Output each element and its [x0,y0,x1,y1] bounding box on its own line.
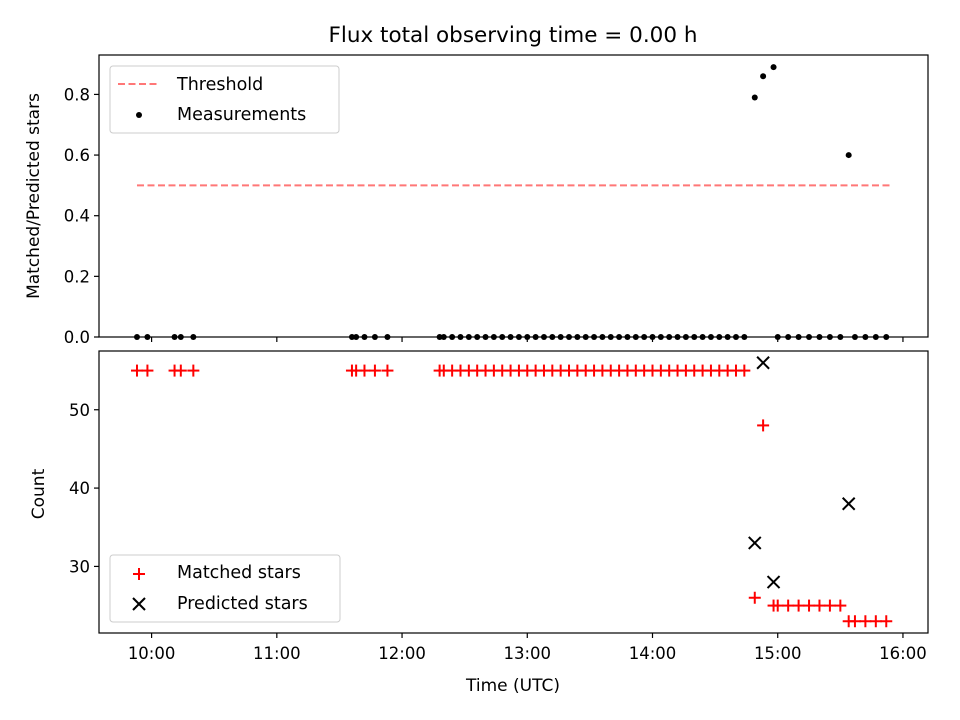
y-tick-label: 40 [69,479,90,498]
x-tick-label: 15:00 [754,644,802,663]
y-tick-label: 0.4 [64,207,90,226]
count-panel: 30 40 50 10:00 11:00 12:00 13:00 14:00 15:00 16:… [29,350,929,696]
matched-star-point [187,364,200,377]
matched-star-point [869,615,882,628]
measurement-point [770,64,777,71]
count-y-axis-label: Count [29,468,49,519]
measurements-legend-label: Measurements [177,105,306,125]
matched-star-point [738,364,751,377]
ratio-y-ticks: 0.0 0.2 0.4 0.6 0.8 [64,85,99,347]
predicted-star-point [756,356,770,370]
matched-star-point [381,364,394,377]
matched-star-point [823,599,836,612]
x-tick-label: 16:00 [879,644,927,663]
ratio-legend: Threshold Measurements [109,65,340,134]
matched-star-point [358,364,371,377]
matched-star-point [782,599,795,612]
y-tick-label: 0.8 [64,85,90,104]
y-tick-label: 0.2 [64,267,90,286]
x-axis-label: Time (UTC) [465,676,560,696]
x-tick-label: 10:00 [128,644,176,663]
x-tick-label: 14:00 [629,644,677,663]
matched-star-point [880,615,893,628]
ratio-panel: 0.00.20.40.60.8 Matched/Predicted stars … [24,54,929,347]
threshold-legend-label: Threshold [176,75,263,95]
matched-star-point [859,615,872,628]
chart-title: Flux total observing time = 0.00 h [329,23,698,48]
y-tick-label: 50 [69,401,90,420]
matched-star-point [748,591,761,604]
predicted-stars-legend-label: Predicted stars [177,594,308,614]
matched-star-point [368,364,381,377]
count-plot-frame [98,350,929,634]
ratio-legend-box [109,65,340,134]
x-tick-label: 13:00 [503,644,551,663]
matched-star-point [771,599,784,612]
y-tick-label: 0.6 [64,146,90,165]
matched-stars-legend-swatch [133,568,145,580]
x-tick-label: 11:00 [253,644,301,663]
matched-star-point [848,615,861,628]
count-x-ticks: 10:00 11:00 12:00 13:00 14:00 15:00 16:00 [128,633,927,663]
count-legend: Matched stars Predicted stars [109,554,341,623]
count-marks [130,356,893,628]
predicted-star-point [766,575,781,589]
matched-star-point [792,599,805,612]
x-tick-label: 12:00 [378,644,426,663]
y-tick-label: 0.0 [64,328,90,347]
matched-stars-legend-label: Matched stars [177,563,301,583]
measurements-legend-swatch [136,112,142,118]
measurement-point [845,152,852,159]
ratio-plot-frame [98,54,929,338]
measurement-point [760,73,767,80]
predicted-star-point [748,536,762,550]
matched-star-point [141,364,154,377]
ratio-y-axis-label: Matched/Predicted stars [24,93,44,299]
matched-star-point [813,599,826,612]
y-tick-label: 30 [69,557,90,576]
matched-star-point [174,364,187,377]
count-y-ticks: 30 40 50 [69,401,99,576]
matched-star-point [757,419,770,432]
measurement-point [751,94,758,101]
predicted-star-point [841,497,856,511]
count-legend-box [109,554,341,623]
predicted-stars-legend-swatch [132,597,146,611]
matched-star-point [834,599,847,612]
matched-star-point [130,364,143,377]
matched-star-point [803,599,816,612]
